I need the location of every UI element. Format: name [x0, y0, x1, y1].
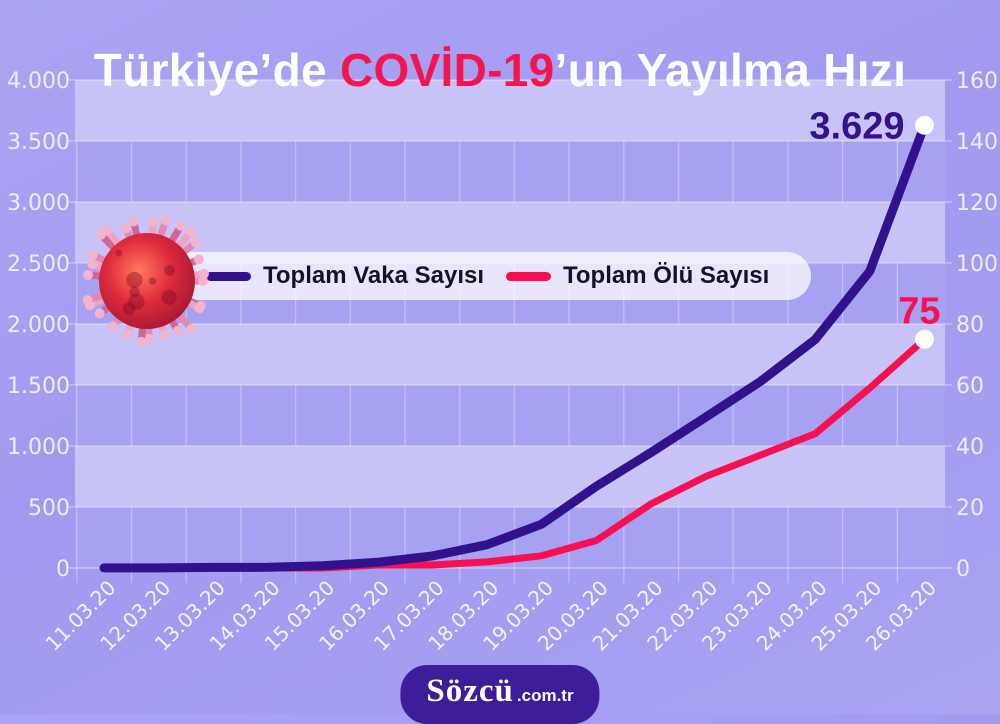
cases-line: [99, 120, 929, 573]
virus-spike-tip: [159, 330, 170, 341]
virus-spike-tip: [144, 333, 155, 344]
virus-spike-tip: [198, 268, 209, 279]
virus-texture-spot: [128, 293, 145, 311]
virus-texture-spot: [129, 286, 140, 298]
left-axis-label: 2.000: [7, 313, 70, 338]
virus-spike-tip: [148, 216, 159, 227]
title-highlight: COVİD-19: [339, 43, 555, 96]
left-axis-label: 500: [28, 496, 70, 521]
page-title: Türkiye’de COVİD-19’un Yayılma Hızı: [0, 43, 1000, 97]
virus-spike-tip: [102, 224, 113, 235]
deaths-line-swatch: [506, 271, 552, 281]
right-axis-label: 60: [956, 374, 984, 399]
virus-spike-tip: [193, 254, 204, 265]
virus-texture-spot: [164, 264, 176, 276]
right-axis-label: 100: [956, 252, 998, 277]
logo-suffix-text: .com.tr: [516, 686, 574, 705]
virus-spike-tip: [190, 237, 201, 248]
virus-spike-tip: [136, 336, 147, 347]
left-axis-label: 3.000: [7, 191, 70, 216]
virus-spike-tip: [160, 215, 171, 226]
virus-spike-tip: [83, 269, 94, 280]
virus-spike-tip: [82, 295, 93, 306]
virus-spike-tip: [186, 323, 197, 334]
virus-spike-tip: [175, 220, 186, 231]
virus-spike-tip: [128, 216, 139, 227]
virus-spike-tip: [94, 308, 105, 319]
cases-end-dot: [915, 115, 934, 135]
deaths-end-dot: [915, 329, 934, 349]
virus-spike-tip: [87, 250, 98, 261]
virus-spike-tip: [194, 303, 205, 314]
virus-spike-tip: [172, 325, 183, 336]
right-axis-label: 160: [956, 69, 998, 94]
cases-end-label: 3.629: [809, 105, 904, 147]
legend-item-deaths: Toplam Ölü Sayısı: [506, 262, 769, 290]
left-axis-label: 1.000: [7, 435, 70, 460]
left-axis-label: 1.500: [7, 374, 70, 399]
right-axis-label: 120: [956, 191, 998, 216]
deaths-end-label: 75: [898, 290, 940, 332]
right-axis-label: 140: [956, 130, 998, 155]
left-axis-label: 2.500: [7, 252, 70, 277]
row-band: [75, 80, 945, 141]
right-axis-label: 0: [956, 557, 970, 582]
left-axis-label: 4.000: [7, 69, 70, 94]
legend-label-deaths: Toplam Ölü Sayısı: [563, 262, 770, 289]
virus-spike-tip: [87, 259, 98, 270]
cases-line-swatch: [206, 271, 251, 281]
virus-texture-spot: [148, 277, 157, 285]
virus-texture-spot: [161, 289, 177, 305]
virus-texture-spot: [126, 271, 143, 289]
left-axis-label: 3.500: [7, 130, 70, 155]
coronavirus-illustration: [82, 215, 209, 347]
virus-body: [99, 233, 195, 329]
virus-spike-tip: [121, 328, 132, 339]
virus-spike-tip: [120, 223, 131, 234]
title-prefix: Türkiye’de: [93, 43, 340, 96]
legend-item-cases: Toplam Vaka Sayısı: [206, 262, 484, 290]
sozcu-logo: Sözcü .com.tr: [400, 665, 600, 724]
right-axis-label: 40: [956, 435, 984, 460]
virus-spike-tip: [186, 226, 197, 237]
legend-label-cases: Toplam Vaka Sayısı: [263, 262, 485, 289]
right-axis-label: 20: [956, 496, 984, 521]
virus-texture-spot: [115, 249, 123, 257]
title-suffix: ’un Yayılma Hızı: [554, 43, 907, 96]
row-band: [75, 446, 945, 507]
virus-texture-spot: [122, 302, 136, 315]
logo-main-text: Sözcü: [426, 673, 514, 709]
virus-spike-tip: [108, 321, 119, 332]
chart-legend: Toplam Vaka Sayısı Toplam Ölü Sayısı: [148, 252, 812, 300]
right-axis-label: 80: [956, 313, 984, 338]
left-axis-label: 0: [56, 557, 70, 582]
